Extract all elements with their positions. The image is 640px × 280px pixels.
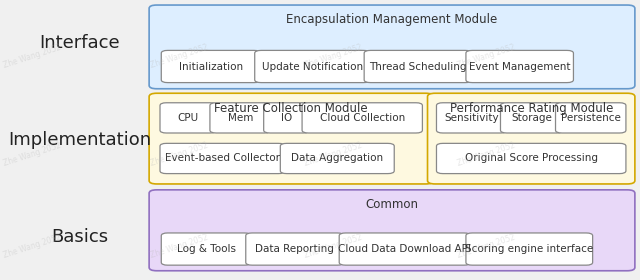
FancyBboxPatch shape <box>149 5 635 89</box>
Text: Zhe Wang 2052: Zhe Wang 2052 <box>149 233 209 260</box>
Text: Sensitivity: Sensitivity <box>444 113 499 123</box>
Text: Basics: Basics <box>51 228 109 246</box>
Text: Zhe Wang 2052: Zhe Wang 2052 <box>456 140 516 168</box>
Text: Encapsulation Management Module: Encapsulation Management Module <box>286 13 498 26</box>
FancyBboxPatch shape <box>264 103 310 133</box>
FancyBboxPatch shape <box>255 50 370 83</box>
Text: Log & Tools: Log & Tools <box>177 244 236 254</box>
Text: Implementation: Implementation <box>8 131 152 149</box>
Text: Cloud Collection: Cloud Collection <box>319 113 405 123</box>
Text: Zhe Wang 2052: Zhe Wang 2052 <box>303 42 363 70</box>
FancyBboxPatch shape <box>302 103 422 133</box>
Text: Cloud Data Download API: Cloud Data Download API <box>339 244 471 254</box>
FancyBboxPatch shape <box>436 103 507 133</box>
Text: Common: Common <box>365 198 419 211</box>
Text: Zhe Wang 2052: Zhe Wang 2052 <box>2 42 62 70</box>
Text: Update Notification: Update Notification <box>262 62 363 71</box>
Text: Interface: Interface <box>40 34 120 52</box>
FancyBboxPatch shape <box>466 50 573 83</box>
Text: Data Reporting: Data Reporting <box>255 244 334 254</box>
Text: Zhe Wang 2052: Zhe Wang 2052 <box>149 42 209 70</box>
Text: Zhe Wang 2052: Zhe Wang 2052 <box>303 140 363 168</box>
FancyBboxPatch shape <box>500 103 563 133</box>
FancyBboxPatch shape <box>160 103 216 133</box>
FancyBboxPatch shape <box>280 143 394 174</box>
Text: Event Management: Event Management <box>469 62 570 71</box>
Text: Scoring engine interface: Scoring engine interface <box>465 244 593 254</box>
FancyBboxPatch shape <box>161 50 260 83</box>
FancyBboxPatch shape <box>436 143 626 174</box>
Text: Zhe Wang 2052: Zhe Wang 2052 <box>456 233 516 260</box>
Text: Storage: Storage <box>511 113 552 123</box>
FancyBboxPatch shape <box>466 233 593 265</box>
FancyBboxPatch shape <box>149 190 635 271</box>
Text: Initialization: Initialization <box>179 62 243 71</box>
FancyBboxPatch shape <box>364 50 472 83</box>
Text: Data Aggregation: Data Aggregation <box>291 153 383 164</box>
FancyBboxPatch shape <box>210 103 271 133</box>
FancyBboxPatch shape <box>160 143 285 174</box>
Text: Performance Rating Module: Performance Rating Module <box>449 102 613 115</box>
Text: Zhe Wang 2052: Zhe Wang 2052 <box>2 233 62 260</box>
Text: Zhe Wang 2052: Zhe Wang 2052 <box>456 42 516 70</box>
FancyBboxPatch shape <box>149 93 433 184</box>
Text: Event-based Collector: Event-based Collector <box>165 153 280 164</box>
FancyBboxPatch shape <box>339 233 470 265</box>
Text: Zhe Wang 2052: Zhe Wang 2052 <box>303 233 363 260</box>
Text: Feature Collection Module: Feature Collection Module <box>214 102 368 115</box>
FancyBboxPatch shape <box>161 233 251 265</box>
Text: Mem: Mem <box>228 113 253 123</box>
Text: Persistence: Persistence <box>561 113 621 123</box>
Text: IO: IO <box>281 113 292 123</box>
FancyBboxPatch shape <box>428 93 635 184</box>
Text: Thread Scheduling: Thread Scheduling <box>369 62 467 71</box>
FancyBboxPatch shape <box>556 103 626 133</box>
Text: CPU: CPU <box>177 113 199 123</box>
Text: Zhe Wang 2052: Zhe Wang 2052 <box>2 140 62 168</box>
Text: Original Score Processing: Original Score Processing <box>465 153 598 164</box>
FancyBboxPatch shape <box>246 233 344 265</box>
Text: Zhe Wang 2052: Zhe Wang 2052 <box>149 140 209 168</box>
